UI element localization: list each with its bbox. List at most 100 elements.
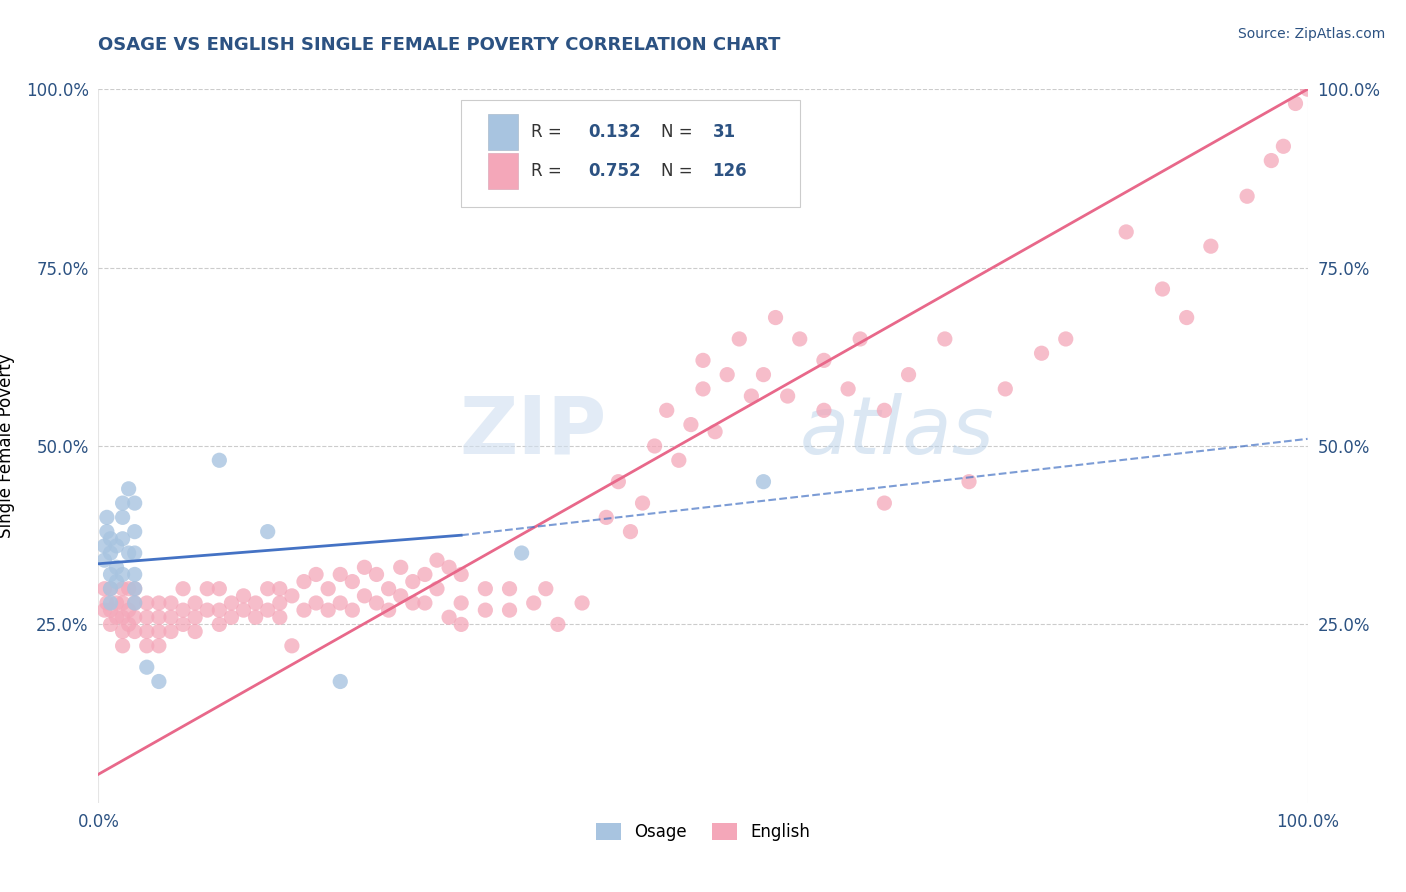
- Point: [124, 624, 146, 639]
- Point: [124, 582, 146, 596]
- Point: [402, 574, 425, 589]
- Point: [256, 603, 278, 617]
- Point: [655, 403, 678, 417]
- Point: [208, 453, 231, 467]
- Point: [111, 567, 134, 582]
- Point: [897, 368, 920, 382]
- Point: [172, 582, 194, 596]
- Point: [208, 617, 231, 632]
- Point: [135, 660, 157, 674]
- Point: [118, 582, 141, 596]
- Point: [160, 610, 183, 624]
- Point: [118, 482, 141, 496]
- Point: [752, 475, 775, 489]
- Point: [111, 610, 134, 624]
- Point: [93, 539, 115, 553]
- Point: [994, 382, 1017, 396]
- Point: [208, 582, 231, 596]
- Point: [1175, 310, 1198, 325]
- Point: [789, 332, 811, 346]
- Point: [1272, 139, 1295, 153]
- Point: [765, 310, 787, 325]
- Point: [607, 475, 630, 489]
- Point: [402, 596, 425, 610]
- Point: [105, 610, 128, 624]
- Point: [498, 603, 520, 617]
- Point: [752, 368, 775, 382]
- Point: [873, 496, 896, 510]
- Point: [1152, 282, 1174, 296]
- Point: [474, 582, 496, 596]
- Point: [1284, 96, 1306, 111]
- Text: N =: N =: [661, 123, 697, 141]
- Point: [100, 567, 122, 582]
- Bar: [488, 114, 517, 150]
- Text: atlas: atlas: [800, 392, 994, 471]
- Point: [426, 553, 449, 567]
- Point: [366, 567, 388, 582]
- Text: 126: 126: [713, 162, 748, 180]
- Point: [124, 596, 146, 610]
- Point: [1296, 82, 1319, 96]
- Point: [353, 560, 375, 574]
- Point: [93, 582, 115, 596]
- Point: [342, 574, 364, 589]
- Legend: Osage, English: Osage, English: [589, 816, 817, 848]
- Point: [148, 624, 170, 639]
- Point: [160, 596, 183, 610]
- Point: [124, 610, 146, 624]
- Point: [208, 603, 231, 617]
- Point: [316, 582, 339, 596]
- Text: OSAGE VS ENGLISH SINGLE FEMALE POVERTY CORRELATION CHART: OSAGE VS ENGLISH SINGLE FEMALE POVERTY C…: [98, 36, 780, 54]
- Point: [510, 546, 533, 560]
- Point: [813, 353, 835, 368]
- Point: [160, 624, 183, 639]
- Point: [1199, 239, 1222, 253]
- Point: [716, 368, 738, 382]
- Point: [232, 589, 254, 603]
- Text: N =: N =: [661, 162, 697, 180]
- Point: [124, 546, 146, 560]
- Point: [148, 639, 170, 653]
- Point: [619, 524, 641, 539]
- Point: [692, 382, 714, 396]
- Point: [1054, 332, 1077, 346]
- Point: [111, 624, 134, 639]
- Point: [96, 524, 118, 539]
- Point: [111, 510, 134, 524]
- Point: [740, 389, 762, 403]
- Point: [256, 582, 278, 596]
- Point: [523, 596, 546, 610]
- Point: [195, 582, 218, 596]
- Point: [124, 596, 146, 610]
- Point: [450, 596, 472, 610]
- Point: [631, 496, 654, 510]
- Point: [1031, 346, 1053, 360]
- Point: [93, 553, 115, 567]
- Point: [704, 425, 727, 439]
- Point: [245, 596, 267, 610]
- Point: [221, 610, 243, 624]
- Point: [232, 603, 254, 617]
- Point: [474, 603, 496, 617]
- Point: [1260, 153, 1282, 168]
- Point: [957, 475, 980, 489]
- Point: [105, 596, 128, 610]
- Point: [692, 353, 714, 368]
- Point: [148, 596, 170, 610]
- Point: [172, 617, 194, 632]
- Bar: [488, 153, 517, 189]
- Point: [135, 610, 157, 624]
- Point: [111, 596, 134, 610]
- Point: [329, 596, 352, 610]
- Y-axis label: Single Female Poverty: Single Female Poverty: [0, 354, 14, 538]
- Point: [105, 539, 128, 553]
- Point: [498, 582, 520, 596]
- Point: [776, 389, 799, 403]
- FancyBboxPatch shape: [461, 100, 800, 207]
- Point: [413, 596, 436, 610]
- Point: [595, 510, 617, 524]
- Point: [728, 332, 751, 346]
- Text: R =: R =: [531, 123, 567, 141]
- Point: [389, 560, 412, 574]
